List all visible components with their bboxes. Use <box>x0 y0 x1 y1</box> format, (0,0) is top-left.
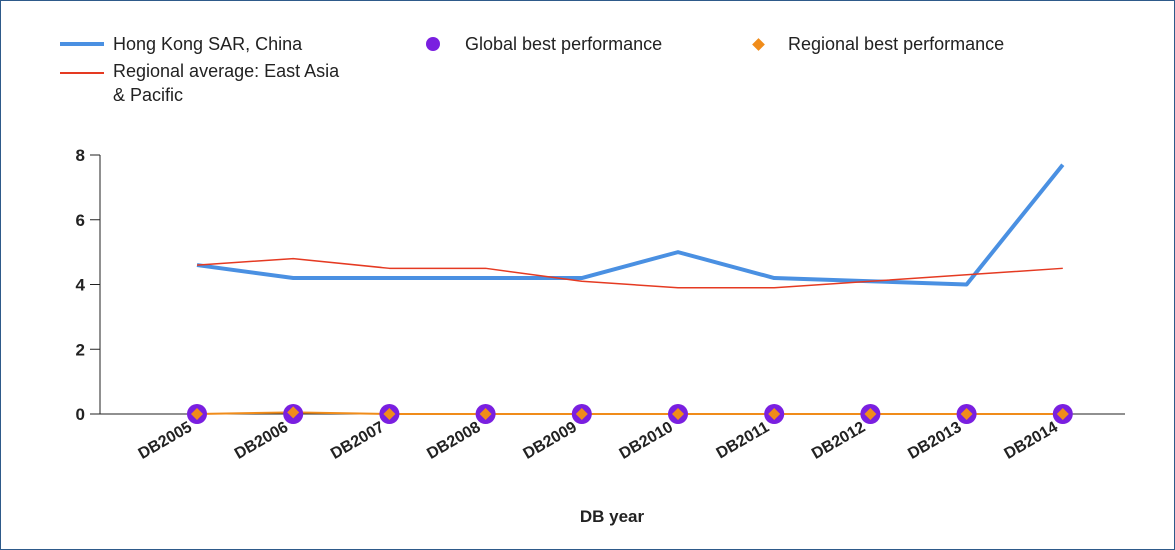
legend-swatch-global-best <box>426 37 440 51</box>
regional-best-point <box>575 408 588 420</box>
x-tick-label: DB2009 <box>520 419 579 463</box>
regional-best-point <box>191 408 203 420</box>
regional-best-point <box>768 408 781 420</box>
x-tick-label: DB2011 <box>714 419 773 463</box>
x-tick-label: DB2010 <box>617 419 676 463</box>
legend-label-regional-average-line1: Regional average: East Asia <box>113 61 340 81</box>
regional-best-point <box>864 408 877 420</box>
regional-best-point <box>383 408 396 420</box>
legend-label-hong-kong: Hong Kong SAR, China <box>113 34 303 54</box>
legend-label-regional-average-line2: & Pacific <box>113 85 184 105</box>
regional-best-point <box>287 406 300 419</box>
chart-legend: Hong Kong SAR, China Global best perform… <box>0 0 1175 120</box>
legend-label-regional-best: Regional best performance <box>788 34 1005 54</box>
x-tick-label: DB2006 <box>232 419 291 463</box>
regional-best-point <box>1056 408 1069 420</box>
x-tick-label: DB2007 <box>328 419 387 463</box>
regional-best-point <box>479 408 492 420</box>
x-tick-label: DB2013 <box>905 419 964 463</box>
legend-label-global-best: Global best performance <box>465 34 663 54</box>
y-tick-label: 8 <box>76 146 85 165</box>
legend-swatch-hong-kong <box>60 42 104 46</box>
series-line-hong-kong <box>196 163 1065 287</box>
y-tick-label: 6 <box>76 211 85 230</box>
legend-swatch-regional-average <box>60 72 104 74</box>
series-line-regional-average <box>196 257 1063 289</box>
x-axis-title: DB year <box>580 507 645 526</box>
x-tick-label: DB2014 <box>1001 419 1060 463</box>
y-tick-label: 4 <box>76 276 86 295</box>
regional-best-point <box>672 408 684 420</box>
regional-best-point <box>960 408 973 420</box>
y-tick-label: 2 <box>76 340 85 359</box>
x-tick-label: DB2005 <box>136 419 195 463</box>
y-tick-label: 0 <box>76 405 85 424</box>
series-line-regional-best <box>196 411 1063 415</box>
x-tick-label: DB2008 <box>424 419 483 463</box>
x-tick-label: DB2012 <box>809 419 868 463</box>
